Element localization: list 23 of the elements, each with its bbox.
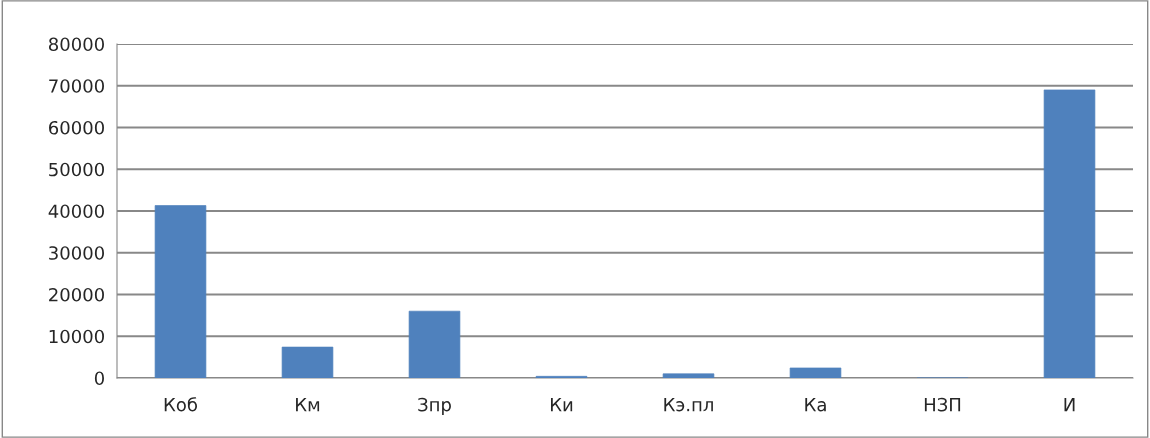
x-tick-label: Ка xyxy=(805,398,826,412)
y-tick-label: 30000 xyxy=(49,246,104,260)
y-tick-label: 20000 xyxy=(49,287,104,302)
y-tick-label: 0 xyxy=(94,371,104,386)
y-tick-label: 50000 xyxy=(49,162,104,177)
x-tick-label: Ки xyxy=(551,398,573,412)
x-tick-label: Кэ.пл xyxy=(664,398,713,412)
y-tick-label: 60000 xyxy=(49,120,104,135)
y-tick-label: 40000 xyxy=(48,204,104,219)
x-tick-label: Коб xyxy=(164,397,198,412)
bar xyxy=(662,373,715,378)
x-tick-label: НЗП xyxy=(924,397,961,412)
bar xyxy=(154,205,207,378)
y-tick-label: 10000 xyxy=(49,329,104,344)
x-tick-label: Км xyxy=(296,398,320,412)
bar xyxy=(281,346,334,378)
x-tick-label: И xyxy=(1064,398,1075,412)
bar xyxy=(1043,89,1096,378)
x-tick-label: Зпр xyxy=(418,397,451,415)
bar xyxy=(408,310,461,378)
bar xyxy=(789,367,842,378)
y-tick-label: 70000 xyxy=(49,79,104,93)
y-tick-label: 80000 xyxy=(48,37,104,52)
